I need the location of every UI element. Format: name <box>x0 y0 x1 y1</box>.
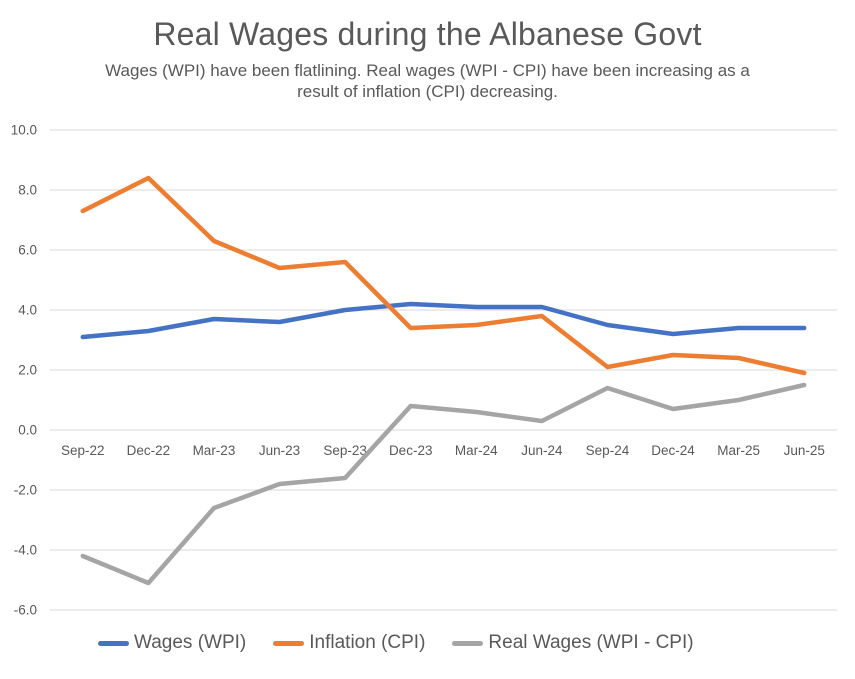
legend: Wages (WPI) Inflation (CPI) Real Wages (… <box>0 632 855 654</box>
legend-label-inflation-cpi: Inflation (CPI) <box>309 632 426 653</box>
y-axis-tick-label: 2.0 <box>18 363 37 378</box>
series-line-wages-wpi <box>80 301 807 340</box>
plot-area: 10.0 8.0 6.0 4.0 2.0 0.0 -2.0 -4.0 -6.0 Sep-22 Dec… <box>11 123 837 618</box>
legend-line-swatch-real-wages <box>452 640 484 646</box>
x-axis-label: Sep-22 <box>61 443 105 458</box>
x-axis-label: Sep-23 <box>323 443 367 458</box>
x-axis-label: Mar-24 <box>455 443 498 458</box>
y-axis-tick-label: 4.0 <box>18 303 37 318</box>
x-axis-label: Dec-23 <box>389 443 433 458</box>
legend-item-inflation-cpi: Inflation (CPI) <box>273 632 425 654</box>
x-axis-label: Mar-23 <box>193 443 236 458</box>
y-axis-tick-label: 0.0 <box>18 423 37 438</box>
chart-header: Real Wages during the Albanese Govt Wage… <box>0 0 855 110</box>
chart-subtitle: Wages (WPI) have been flatlining. Real w… <box>0 60 855 102</box>
legend-label-real-wages: Real Wages (WPI - CPI) <box>488 632 694 653</box>
y-axis-tick-label: 6.0 <box>18 243 37 258</box>
x-axis-label: Mar-25 <box>717 443 760 458</box>
legend-line-swatch-inflation-cpi <box>273 640 305 646</box>
legend-label-wages-wpi: Wages (WPI) <box>134 632 247 653</box>
legend-item-real-wages: Real Wages (WPI - CPI) <box>452 632 694 654</box>
x-axis-label: Dec-24 <box>651 443 695 458</box>
x-axis-label: Jun-24 <box>521 443 563 458</box>
x-axis-label: Jun-23 <box>259 443 300 458</box>
series-line-inflation-cpi <box>80 175 807 376</box>
y-axis-tick-label: -2.0 <box>14 483 37 498</box>
chart-title: Real Wages during the Albanese Govt <box>153 16 702 52</box>
y-axis-tick-label: 8.0 <box>18 183 37 198</box>
series-line-real-wages-wpi-cpi <box>80 382 807 586</box>
chart-subtitle-line1: Wages (WPI) have been flatlining. Real w… <box>105 61 750 80</box>
chart-subtitle-line2: result of inflation (CPI) decreasing. <box>297 82 558 101</box>
y-axis-tick-label: -4.0 <box>14 543 37 558</box>
legend-line-swatch-wages-wpi <box>98 640 129 646</box>
y-axis-tick-label: 10.0 <box>11 123 37 138</box>
x-axis-label: Dec-22 <box>127 443 171 458</box>
x-axis-label: Jun-25 <box>784 443 825 458</box>
y-axis-tick-label: -6.0 <box>14 603 37 618</box>
x-axis-label: Sep-24 <box>586 443 630 458</box>
legend-item-wages-wpi: Wages (WPI) <box>98 632 246 654</box>
